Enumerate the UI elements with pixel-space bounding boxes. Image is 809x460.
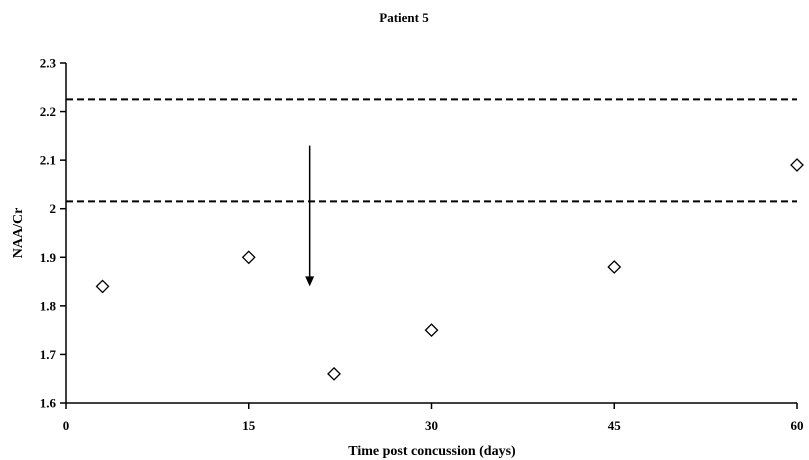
chart-title: Patient 5 bbox=[379, 10, 429, 25]
y-tick-label: 2.1 bbox=[40, 153, 56, 168]
y-tick-label: 2.2 bbox=[40, 104, 56, 119]
y-tick-label: 1.6 bbox=[40, 396, 57, 411]
data-point bbox=[327, 366, 341, 381]
y-tick-label: 1.9 bbox=[40, 250, 57, 265]
y-tick-label: 1.8 bbox=[40, 298, 57, 313]
y-axis-label: NAA/Cr bbox=[11, 208, 26, 259]
data-point bbox=[241, 250, 256, 265]
data-point bbox=[424, 323, 439, 338]
x-tick-label: 0 bbox=[63, 418, 70, 433]
y-tick-label: 2 bbox=[50, 201, 57, 216]
x-tick-label: 60 bbox=[791, 418, 804, 433]
arrow-head bbox=[305, 276, 315, 287]
x-tick-label: 15 bbox=[242, 418, 256, 433]
plot-area: 1.6 1.7 1.8 1.9 2 2.1 2.2 2.3 0 15 30 45 60 bbox=[40, 56, 804, 433]
data-point bbox=[607, 260, 622, 274]
data-point bbox=[790, 158, 804, 172]
y-tick-label: 1.7 bbox=[40, 347, 57, 362]
x-tick-label: 45 bbox=[608, 418, 622, 433]
data-point bbox=[95, 279, 110, 294]
x-tick-label: 30 bbox=[425, 418, 438, 433]
x-axis-label: Time post concussion (days) bbox=[348, 444, 516, 459]
y-tick-label: 2.3 bbox=[40, 56, 57, 71]
